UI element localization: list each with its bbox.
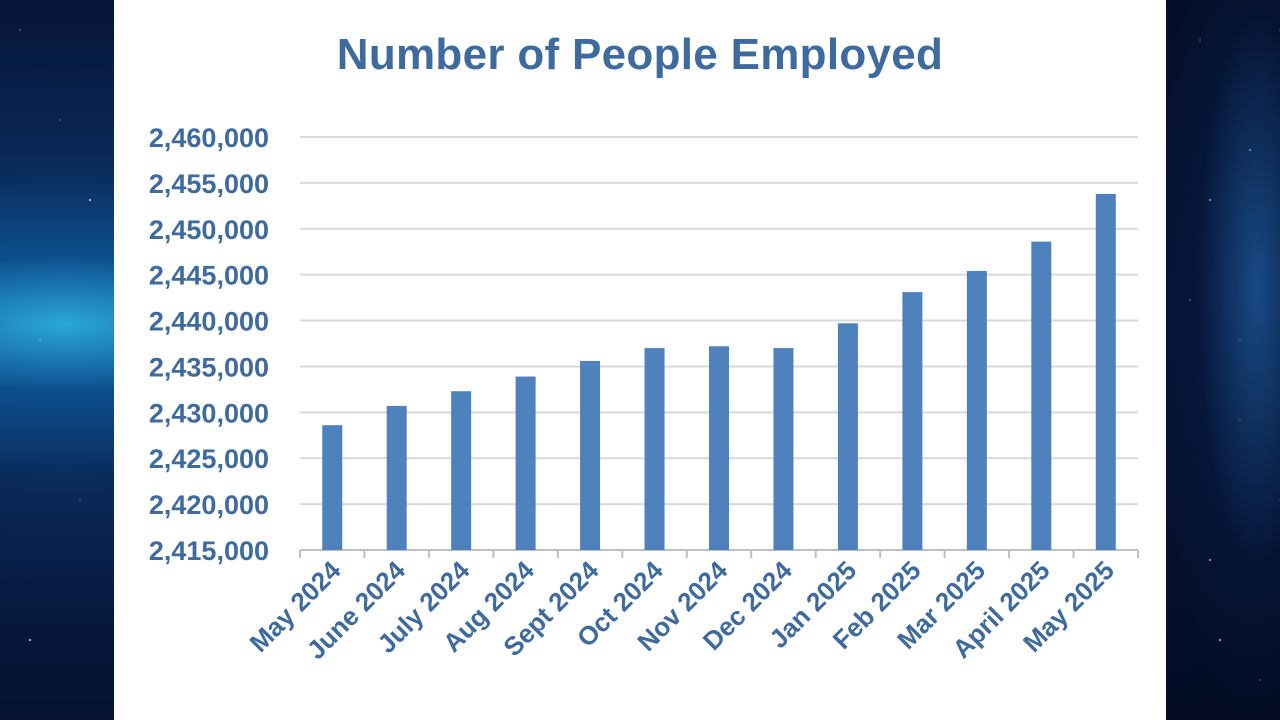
bar — [644, 348, 665, 550]
y-tick-label: 2,455,000 — [149, 169, 269, 199]
y-tick-label: 2,435,000 — [149, 352, 269, 382]
bar — [386, 405, 407, 550]
bar — [709, 346, 729, 550]
bar — [902, 292, 923, 550]
bar-chart: 2,415,000 2,420,000 2,425,000 2,430,000 2,43… — [149, 123, 1139, 666]
y-tick-label: 2,440,000 — [149, 307, 269, 337]
y-tick-label: 2,420,000 — [149, 490, 269, 520]
bar — [837, 323, 858, 550]
chart-title: Number of People Employed — [336, 30, 944, 79]
bar — [773, 348, 794, 550]
y-tick-label: 2,425,000 — [149, 444, 269, 474]
bar — [966, 270, 987, 550]
y-tick-label: 2,445,000 — [149, 261, 269, 291]
bar — [580, 360, 601, 550]
y-axis-ticks: 2,415,000 2,420,000 2,425,000 2,430,000 2,43… — [149, 123, 269, 566]
nebula-glow — [1165, 0, 1280, 720]
bar — [515, 376, 536, 550]
y-tick-label: 2,430,000 — [149, 398, 269, 428]
bars — [322, 193, 1116, 551]
gridlines — [299, 136, 1139, 558]
bar — [1095, 193, 1116, 550]
y-tick-label: 2,415,000 — [149, 536, 269, 566]
y-tick-label: 2,450,000 — [149, 215, 269, 245]
chart-panel: Number of People Employed 2,415,000 2,420… — [114, 0, 1166, 720]
bar — [322, 425, 343, 550]
bar — [451, 391, 472, 550]
y-tick-label: 2,460,000 — [149, 123, 269, 153]
bar — [1031, 241, 1052, 551]
